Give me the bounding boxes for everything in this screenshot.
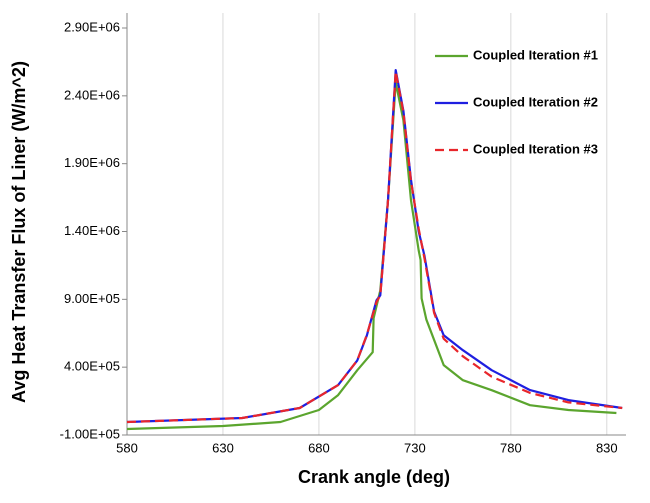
y-tick-label: 1.90E+06 [64,155,120,170]
x-axis-title: Crank angle (deg) [298,467,450,487]
x-tick-label: 680 [308,440,330,455]
y-tick-label: 2.90E+06 [64,19,120,34]
legend-label: Coupled Iteration #2 [473,94,598,109]
x-tick-label: 630 [212,440,234,455]
x-tick-label: 580 [116,440,138,455]
y-tick-label: 2.40E+06 [64,87,120,102]
series-line [126,70,623,424]
y-tick-label: 1.40E+06 [64,223,120,238]
x-tick-label: 780 [500,440,522,455]
x-tick-label: 730 [404,440,426,455]
series-line [126,69,623,424]
y-tick-label: -1.00E+05 [60,426,120,441]
y-tick-label: 4.00E+05 [64,359,120,374]
series-line [126,81,617,431]
x-tick-label: 830 [596,440,618,455]
y-axis-title: Avg Heat Transfer Flux of Liner (W/m^2) [9,61,29,403]
legend-label: Coupled Iteration #3 [473,141,598,156]
legend-label: Coupled Iteration #1 [473,47,598,62]
y-tick-label: 9.00E+05 [64,291,120,306]
